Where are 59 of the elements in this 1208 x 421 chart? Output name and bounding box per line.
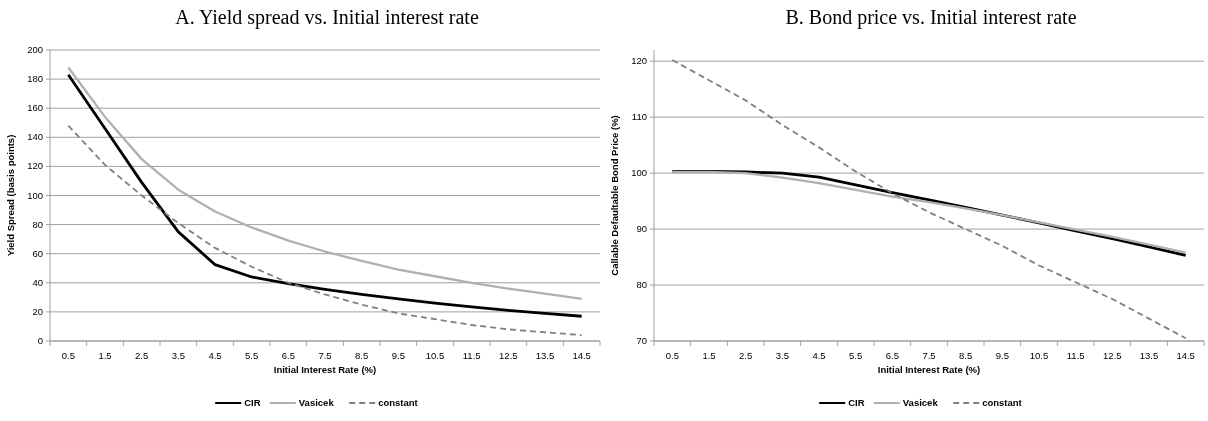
y-tick-label: 80 [32, 218, 43, 230]
legend-label: constant [378, 397, 419, 409]
x-tick-label: 5.5 [849, 350, 863, 361]
y-axis-title: Yield Spread (basis points) [5, 134, 16, 257]
legend-label: constant [982, 397, 1023, 409]
y-tick-label: 120 [27, 160, 43, 172]
x-tick-label: 0.5 [61, 350, 75, 361]
x-tick-label: 0.5 [665, 350, 679, 361]
x-tick-label: 2.5 [135, 350, 149, 361]
x-tick-label: 3.5 [775, 350, 789, 361]
x-tick-label: 13.5 [535, 350, 555, 361]
x-tick-label: 14.5 [1176, 350, 1195, 361]
chart-title: A. Yield spread vs. Initial interest rate [175, 6, 479, 29]
y-tick-label: 80 [636, 279, 647, 291]
y-tick-label: 100 [631, 167, 647, 179]
legend-label: CIR [244, 397, 261, 409]
x-tick-label: 8.5 [959, 350, 973, 361]
x-tick-label: 9.5 [391, 350, 405, 361]
y-axis-title: Callable Defaultable Bond Price (%) [609, 115, 620, 276]
x-tick-label: 10.5 [1029, 350, 1049, 361]
y-tick-label: 20 [32, 305, 43, 317]
y-tick-label: 180 [27, 73, 43, 85]
y-tick-label: 60 [32, 247, 43, 259]
x-tick-label: 11.5 [1066, 350, 1085, 361]
x-tick-label: 9.5 [995, 350, 1009, 361]
chart-title: B. Bond price vs. Initial interest rate [785, 6, 1077, 29]
x-tick-label: 13.5 [1139, 350, 1159, 361]
x-tick-label: 6.5 [281, 350, 295, 361]
x-tick-label: 10.5 [425, 350, 445, 361]
x-tick-label: 1.5 [702, 350, 716, 361]
legend-label: Vasicek [298, 397, 335, 409]
legend-label: CIR [848, 397, 865, 409]
y-tick-label: 90 [636, 223, 647, 235]
y-tick-label: 110 [631, 111, 647, 123]
x-tick-label: 12.5 [1103, 350, 1122, 361]
y-tick-label: 200 [27, 44, 43, 56]
y-tick-label: 0 [37, 335, 43, 347]
x-axis-title: Initial Interest Rate (%) [273, 364, 377, 375]
x-tick-label: 2.5 [739, 350, 753, 361]
y-tick-label: 140 [27, 131, 43, 143]
x-tick-label: 12.5 [499, 350, 518, 361]
x-tick-label: 5.5 [245, 350, 259, 361]
x-tick-label: 1.5 [98, 350, 112, 361]
x-tick-label: 4.5 [208, 350, 222, 361]
x-tick-label: 7.5 [318, 350, 332, 361]
x-tick-label: 14.5 [572, 350, 591, 361]
y-tick-label: 40 [32, 276, 43, 288]
legend-label: Vasicek [902, 397, 939, 409]
x-tick-label: 11.5 [462, 350, 481, 361]
y-tick-label: 100 [27, 189, 43, 201]
x-axis-title: Initial Interest Rate (%) [877, 364, 981, 375]
x-tick-label: 6.5 [885, 350, 899, 361]
y-tick-label: 160 [27, 102, 43, 114]
y-tick-label: 70 [636, 335, 647, 347]
y-tick-label: 120 [631, 55, 647, 67]
x-tick-label: 8.5 [355, 350, 369, 361]
x-tick-label: 3.5 [171, 350, 185, 361]
x-tick-label: 7.5 [922, 350, 936, 361]
x-tick-label: 4.5 [812, 350, 826, 361]
